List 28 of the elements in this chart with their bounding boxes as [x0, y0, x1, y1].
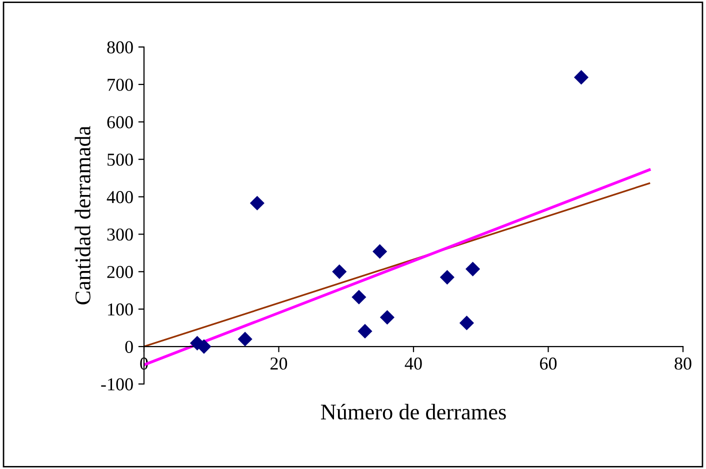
x-tick-label: 20: [270, 357, 288, 370]
y-tick-label: 0: [125, 340, 133, 353]
y-axis-title: Cantidad derramada: [74, 126, 90, 304]
point: [250, 196, 264, 210]
point: [380, 310, 395, 325]
x-tick-label: 80: [674, 357, 692, 370]
x-tick-label: 40: [404, 357, 422, 370]
point: [238, 332, 252, 346]
y-tick-label: 600: [107, 116, 133, 128]
y-tick-label: 100: [108, 303, 133, 316]
y-tick-label: 500: [108, 154, 133, 166]
y-tick-label: 700: [108, 78, 133, 91]
y-tick-label: 800: [107, 41, 133, 54]
y-tick-label: 300: [107, 228, 133, 241]
point: [332, 264, 347, 279]
point: [459, 316, 474, 330]
point: [372, 244, 388, 259]
x-tick-label: 60: [540, 357, 557, 370]
point: [440, 270, 454, 285]
point: [196, 339, 212, 354]
x-axis-title: Número de derrames: [320, 404, 506, 420]
y-tick-label: -100: [101, 378, 133, 390]
y-tick-label: 200: [107, 266, 133, 278]
point: [358, 324, 372, 338]
y-tick-label: 400: [106, 191, 133, 204]
point: [574, 70, 589, 85]
point: [352, 290, 366, 304]
point: [466, 262, 480, 276]
